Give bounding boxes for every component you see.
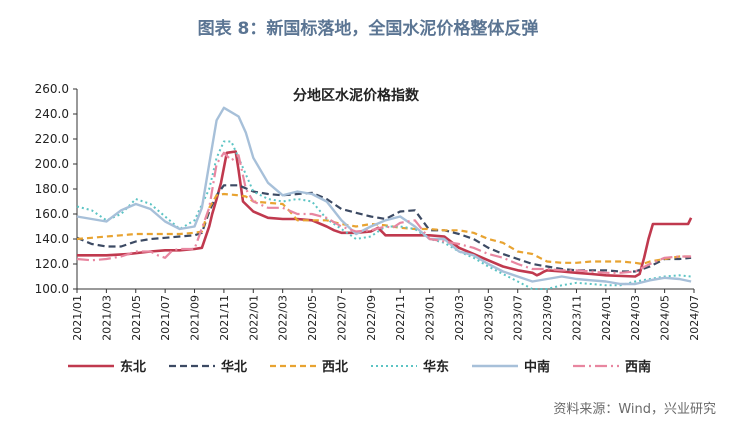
x-tick-label: 2023/03 <box>453 295 466 341</box>
series-line-6 <box>76 151 692 274</box>
series-line-4 <box>76 140 692 290</box>
y-tick-label: 200.0 <box>35 157 69 171</box>
y-tick-label: 240.0 <box>35 107 69 121</box>
x-tick-label: 2023/07 <box>512 295 525 341</box>
legend-label: 东北 <box>120 359 146 375</box>
x-tick-label: 2022/03 <box>277 295 290 341</box>
x-tick-label: 2024/01 <box>600 295 613 341</box>
x-tick-label: 2022/09 <box>365 295 378 341</box>
x-tick-label: 2022/11 <box>394 295 407 341</box>
source-note: 资料来源：Wind，兴业研究 <box>553 402 716 417</box>
x-tick-label: 2022/07 <box>335 295 348 341</box>
series-line-5 <box>76 106 692 286</box>
x-tick-label: 2022/05 <box>306 295 319 341</box>
axes: 260.0 240.0 220.0 200.0 180.0 160.0 140.0 120.0… <box>35 82 701 341</box>
x-tick-label: 2023/09 <box>541 295 554 341</box>
x-tick-label: 2021/07 <box>159 295 172 341</box>
chart-title: 分地区水泥价格指数 <box>293 87 420 104</box>
y-tick-label: 220.0 <box>35 132 69 146</box>
x-tick-label: 2024/07 <box>688 295 701 341</box>
x-tick-label: 2023/11 <box>570 295 583 341</box>
x-tick-label: 2023/05 <box>482 295 495 341</box>
y-tick-label: 260.0 <box>35 82 69 96</box>
legend: 东北 华北 西北 华东 中南 西南 <box>68 359 651 375</box>
figure-title: 图表 8：新国标落地，全国水泥价格整体反弹 <box>197 19 539 39</box>
x-tick-label: 2021/03 <box>100 295 113 341</box>
series-line-2 <box>76 184 692 273</box>
x-tick-label: 2021/09 <box>189 295 202 341</box>
x-tick-label: 2023/01 <box>424 295 437 341</box>
y-tick-label: 100.0 <box>35 282 69 296</box>
legend-label: 中南 <box>524 359 550 375</box>
legend-label: 西南 <box>625 359 651 375</box>
y-tick-label: 180.0 <box>35 182 69 196</box>
x-tick-label: 2021/11 <box>218 295 231 341</box>
x-tick-label: 2024/05 <box>659 295 672 341</box>
legend-label: 华北 <box>221 359 247 375</box>
x-tick-label: 2021/01 <box>71 295 84 341</box>
y-tick-label: 140.0 <box>35 232 69 246</box>
series-line-1 <box>77 150 693 278</box>
legend-label: 西北 <box>322 360 348 375</box>
legend-label: 华东 <box>423 359 449 375</box>
y-tick-label: 160.0 <box>35 207 69 221</box>
x-tick-label: 2024/03 <box>629 295 642 341</box>
y-tick-label: 120.0 <box>35 257 69 271</box>
x-tick-label: 2022/01 <box>247 295 260 341</box>
x-tick-label: 2021/05 <box>130 295 143 341</box>
series-layer <box>76 106 693 290</box>
